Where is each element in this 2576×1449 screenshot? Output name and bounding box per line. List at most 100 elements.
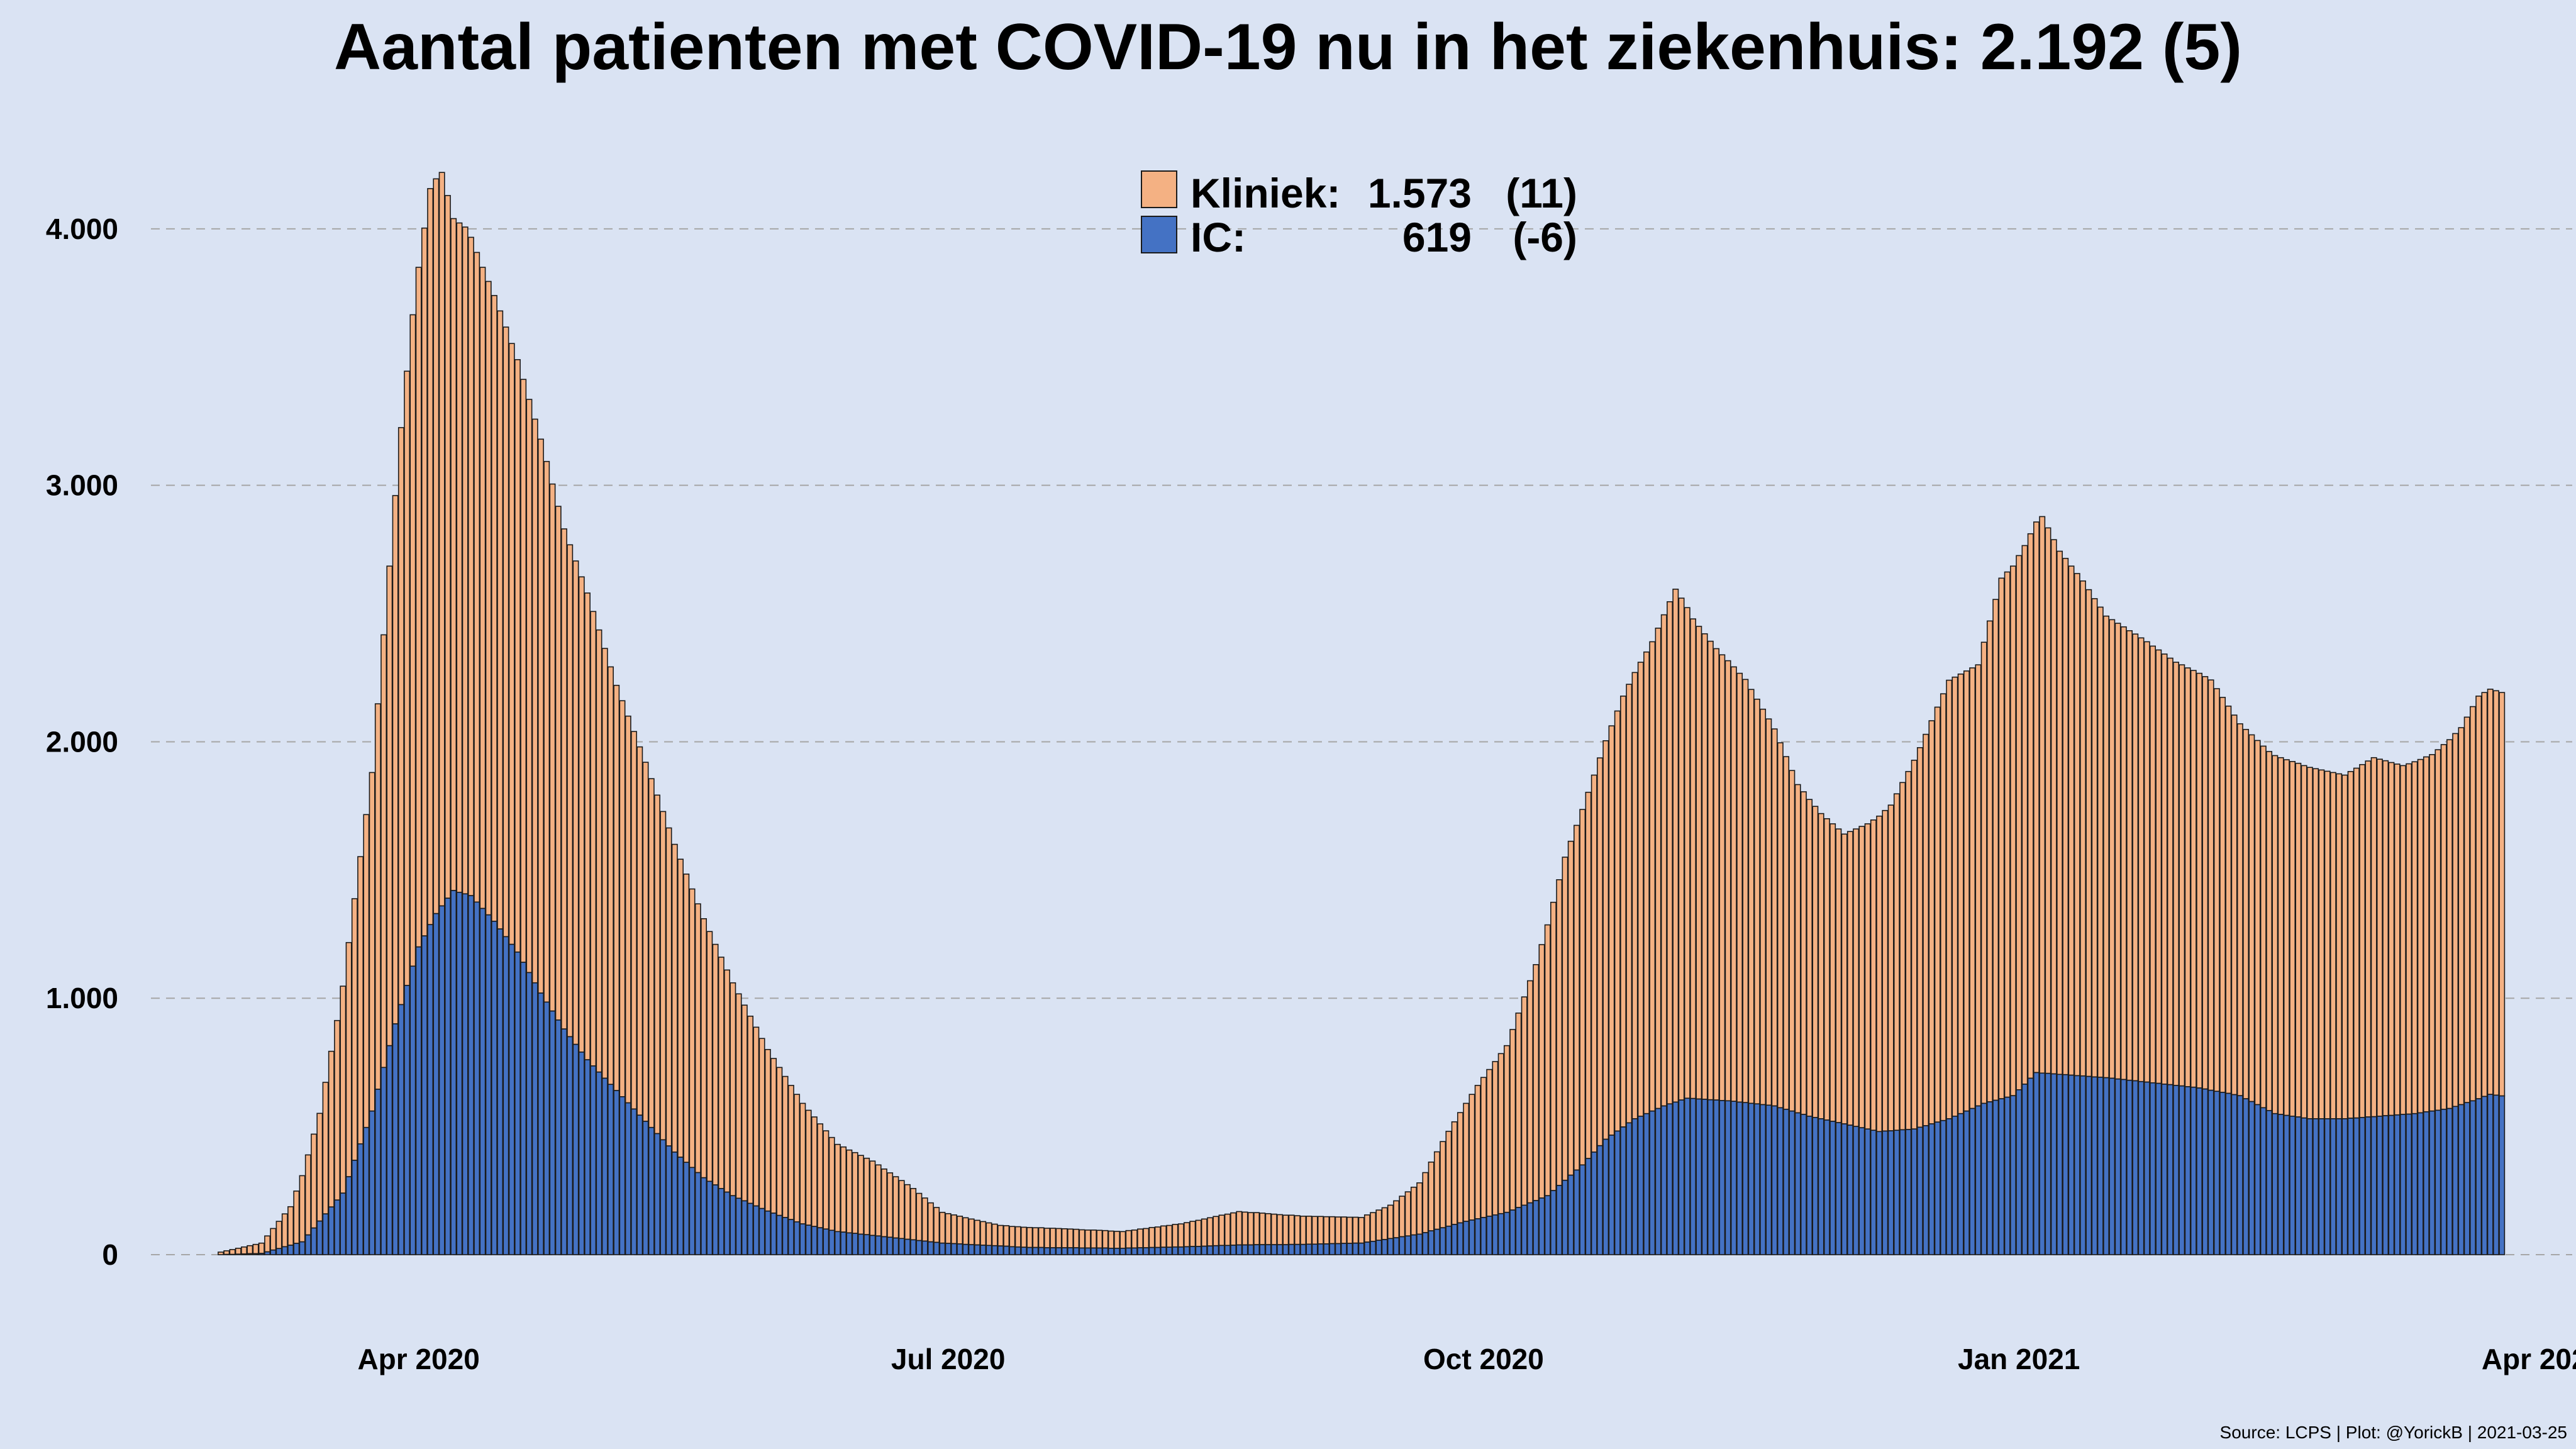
bar-ic — [1748, 1102, 1755, 1255]
bar-kliniek — [270, 1228, 277, 1251]
bar-kliniek — [1387, 1204, 1394, 1240]
bar-kliniek — [601, 648, 608, 1079]
bar-ic — [1044, 1247, 1050, 1255]
bar-kliniek — [2324, 770, 2331, 1119]
bar-kliniek — [2231, 714, 2238, 1096]
bar-kliniek — [2190, 670, 2197, 1088]
bar-ic — [2370, 1116, 2377, 1255]
bar-ic — [1468, 1219, 1475, 1255]
bar-ic — [328, 1206, 335, 1255]
bar-kliniek — [1492, 1061, 1499, 1216]
bar-kliniek — [2347, 770, 2354, 1119]
legend-value-ic: 619 — [1402, 214, 1472, 260]
bar-ic — [1730, 1101, 1737, 1255]
bar-kliniek — [404, 370, 411, 986]
bar-ic — [2004, 1096, 2011, 1255]
bar-kliniek — [2016, 555, 2023, 1091]
bar-ic — [1492, 1214, 1499, 1255]
bar-ic — [2429, 1110, 2436, 1255]
bar-kliniek — [1038, 1227, 1045, 1248]
bar-kliniek — [701, 918, 707, 1179]
bar-kliniek — [363, 814, 370, 1128]
bar-kliniek — [1306, 1216, 1313, 1245]
bar-kliniek — [2423, 756, 2429, 1113]
bar-ic — [567, 1036, 574, 1255]
bar-kliniek — [939, 1211, 946, 1244]
bar-kliniek — [1550, 901, 1557, 1191]
bar-kliniek — [1969, 667, 1976, 1109]
bar-kliniek — [397, 427, 404, 1006]
bar-ic — [2027, 1077, 2034, 1255]
bar-kliniek — [1026, 1226, 1033, 1248]
bar-kliniek — [2370, 757, 2377, 1118]
bar-ic — [1585, 1158, 1592, 1255]
bar-kliniek — [1381, 1207, 1388, 1240]
bar-kliniek — [444, 195, 451, 899]
bar-kliniek — [2446, 739, 2453, 1109]
bar-ic — [2440, 1108, 2447, 1255]
bar-kliniek — [2388, 762, 2395, 1116]
bar-kliniek — [1701, 633, 1708, 1100]
bar-kliniek — [2184, 667, 2191, 1087]
bar-kliniek — [1946, 679, 1953, 1119]
bar-ic — [1887, 1130, 1894, 1255]
bar-kliniek — [1538, 944, 1545, 1199]
bar-ic — [1055, 1247, 1062, 1255]
bar-kliniek — [1835, 828, 1842, 1123]
bar-ic — [1893, 1130, 1900, 1255]
bar-kliniek — [730, 982, 736, 1197]
bar-kliniek — [334, 1019, 341, 1201]
bar-kliniek — [247, 1245, 253, 1255]
bar-kliniek — [241, 1246, 248, 1255]
bar-ic — [1474, 1218, 1481, 1255]
bar-ic — [805, 1224, 812, 1255]
bar-kliniek — [299, 1175, 306, 1243]
bar-kliniek — [2143, 641, 2150, 1083]
bar-kliniek — [2004, 571, 2011, 1098]
bar-ic — [2091, 1076, 2098, 1255]
bar-ic — [2109, 1077, 2116, 1255]
bar-kliniek — [1637, 662, 1644, 1117]
bar-ic — [1032, 1246, 1039, 1255]
bar-kliniek — [2295, 762, 2302, 1118]
bar-kliniek — [1440, 1141, 1446, 1228]
bar-kliniek — [1579, 809, 1586, 1166]
bar-ic — [1637, 1116, 1644, 1255]
source-caption: Source: LCPS | Plot: @YorickB | 2021-03-… — [2219, 1423, 2567, 1442]
bar-ic — [1707, 1099, 1714, 1255]
bar-ic — [1690, 1097, 1697, 1255]
bar-kliniek — [1154, 1226, 1161, 1248]
bar-ic — [1574, 1169, 1580, 1255]
bar-ic — [2452, 1106, 2459, 1255]
bar-kliniek — [491, 295, 497, 922]
bar-kliniek — [2062, 558, 2069, 1075]
bar-ic — [1224, 1245, 1231, 1255]
bar-kliniek — [1282, 1214, 1289, 1245]
bar-ic — [1306, 1243, 1313, 1255]
bar-kliniek — [252, 1243, 259, 1255]
bar-kliniek — [980, 1221, 987, 1246]
bar-ic — [1597, 1145, 1603, 1255]
bar-ic — [2382, 1115, 2389, 1255]
bar-kliniek — [1986, 620, 1993, 1102]
bar-ic — [869, 1235, 876, 1255]
bar-ic — [2359, 1117, 2366, 1255]
bar-kliniek — [887, 1172, 894, 1238]
bar-ic — [1201, 1245, 1208, 1255]
bar-kliniek — [2126, 630, 2133, 1081]
bar-ic — [1626, 1122, 1633, 1255]
bar-ic — [1533, 1200, 1540, 1255]
bar-kliniek — [1707, 640, 1714, 1101]
bar-kliniek — [2057, 550, 2063, 1075]
bar-ic — [991, 1245, 998, 1255]
bar-ic — [1399, 1236, 1406, 1255]
bar-kliniek — [677, 858, 684, 1158]
bar-kliniek — [304, 1154, 311, 1236]
bar-kliniek — [1846, 831, 1853, 1126]
bar-kliniek — [741, 1004, 748, 1202]
bar-kliniek — [1340, 1216, 1347, 1244]
bar-kliniek — [1474, 1085, 1481, 1219]
bar-ic — [939, 1242, 946, 1255]
bar-ic — [456, 892, 463, 1255]
